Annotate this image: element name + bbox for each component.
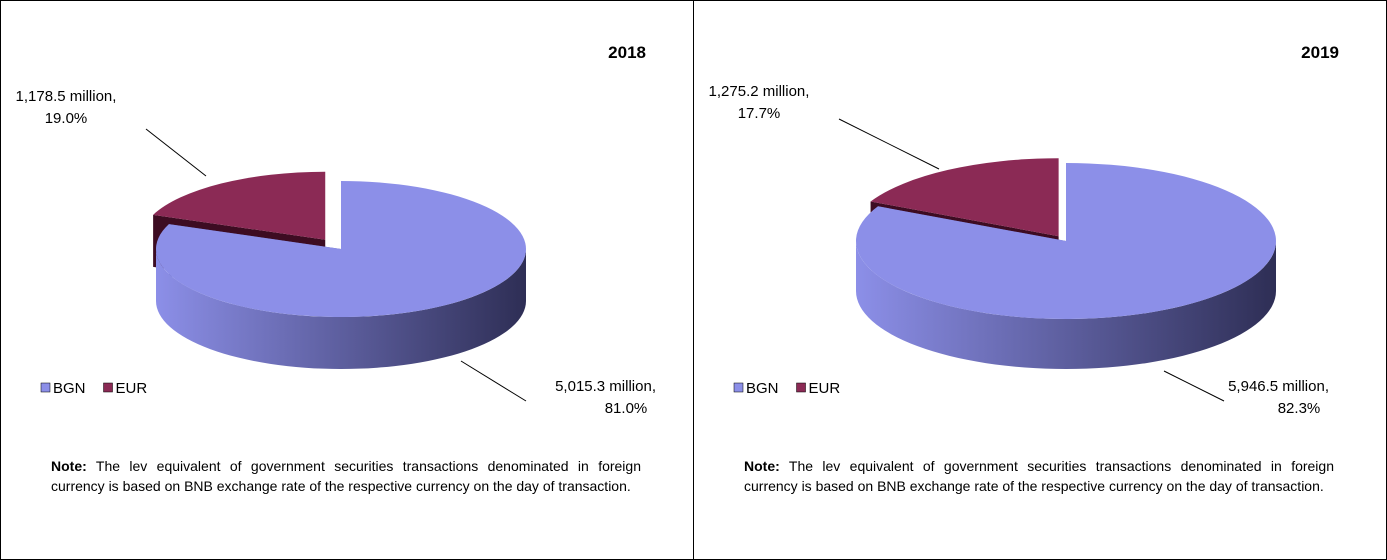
chart-title: 2018 [608, 43, 646, 62]
chart-panel: 2018 1,178.5 million, 19.0% 5,015.3 million… [0, 0, 694, 560]
chart-panel: 2019 1,275.2 million, 17.7% 5,946.5 million… [693, 0, 1387, 560]
data-label: 5,946.5 million, [1228, 378, 1329, 395]
note-label: Note: [744, 458, 780, 474]
legend-label: BGN [53, 380, 86, 397]
legend-swatch [103, 382, 113, 393]
chart: 2018 1,178.5 million, 19.0% 5,015.3 million… [16, 43, 656, 417]
note-text: The lev equivalent of government securit… [51, 458, 641, 494]
chart-title: 2019 [1301, 43, 1339, 62]
legend-label: EUR [116, 380, 148, 397]
data-label: 17.7% [738, 105, 781, 122]
legend-swatch [40, 382, 51, 393]
data-label: 5,015.3 million, [555, 378, 656, 395]
chart: 2019 1,275.2 million, 17.7% 5,946.5 million… [709, 43, 1339, 417]
slice-side [156, 249, 526, 369]
leader-line [460, 360, 527, 402]
legend-swatch [796, 382, 806, 393]
slice [870, 158, 1059, 237]
slice [156, 181, 527, 317]
note-label: Note: [51, 458, 87, 474]
data-label: 19.0% [45, 110, 88, 127]
data-label: 82.3% [1278, 400, 1321, 417]
slice-side [856, 241, 1276, 369]
note: Note: The lev equivalent of government s… [51, 456, 641, 496]
legend-label: EUR [809, 380, 841, 397]
data-label: 1,178.5 million, [16, 88, 117, 105]
leader-line [838, 118, 940, 170]
note-text: The lev equivalent of government securit… [744, 458, 1334, 494]
data-label: 81.0% [605, 400, 648, 417]
data-label: 1,275.2 million, [709, 83, 810, 100]
legend-swatch [733, 382, 744, 393]
note: Note: The lev equivalent of government s… [744, 456, 1334, 496]
legend-label: BGN [746, 380, 779, 397]
leader-line [145, 128, 207, 177]
slice [153, 171, 326, 240]
leader-line [1163, 370, 1225, 402]
slice [856, 163, 1276, 319]
